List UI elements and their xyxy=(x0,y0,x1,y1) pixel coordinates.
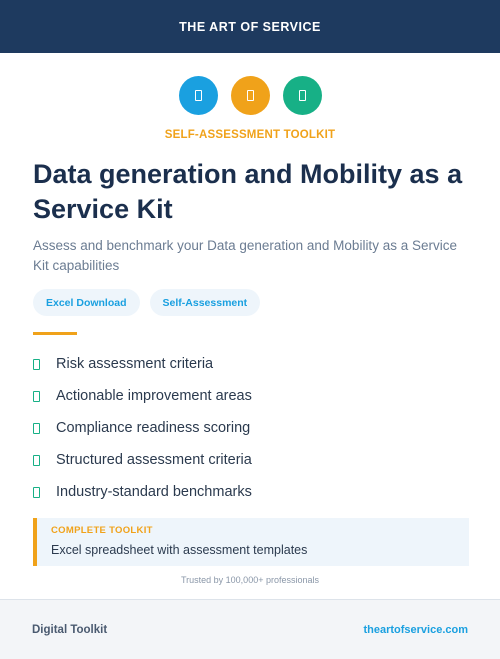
check-icon xyxy=(33,454,40,466)
check-icon xyxy=(33,422,40,434)
top-header: THE ART OF SERVICE xyxy=(0,0,500,53)
feature-label: Actionable improvement areas xyxy=(56,388,252,404)
page-title: Data generation and Mobility as a Servic… xyxy=(33,159,463,224)
feature-label: Risk assessment criteria xyxy=(56,356,214,372)
feature-item: Structured assessment criteria xyxy=(33,444,252,476)
feature-label: Compliance readiness scoring xyxy=(56,420,251,436)
feature-item: Industry-standard benchmarks xyxy=(33,476,252,508)
icon-row xyxy=(0,76,500,115)
callout-label: COMPLETE TOOLKIT xyxy=(51,525,153,536)
tag-list: Excel Download Self-Assessment xyxy=(33,289,261,316)
toolkit-callout: COMPLETE TOOLKIT Excel spreadsheet with … xyxy=(33,518,469,566)
check-icon xyxy=(33,358,40,370)
document-icon xyxy=(178,76,218,115)
website-link[interactable]: theartofservice.com xyxy=(363,623,468,636)
document-icon xyxy=(282,76,322,115)
feature-label: Industry-standard benchmarks xyxy=(56,484,252,500)
tag-excel-download: Excel Download xyxy=(33,289,140,316)
trust-statement: Trusted by 100,000+ professionals xyxy=(180,575,319,585)
feature-list: Risk assessment criteria Actionable impr… xyxy=(33,348,252,508)
footer-label: Digital Toolkit xyxy=(32,623,108,636)
feature-label: Structured assessment criteria xyxy=(56,452,252,468)
kicker-label: SELF-ASSESSMENT TOOLKIT xyxy=(164,129,336,141)
tag-self-assessment: Self-Assessment xyxy=(149,289,261,316)
check-icon xyxy=(33,486,40,498)
footer: Digital Toolkit theartofservice.com xyxy=(0,599,500,659)
feature-item: Risk assessment criteria xyxy=(33,348,252,380)
document-icon xyxy=(230,76,270,115)
callout-text: Excel spreadsheet with assessment templa… xyxy=(51,543,308,557)
check-icon xyxy=(33,390,40,402)
subtitle: Assess and benchmark your Data generatio… xyxy=(33,238,457,273)
feature-item: Actionable improvement areas xyxy=(33,380,252,412)
brand-name: THE ART OF SERVICE xyxy=(179,19,321,34)
feature-item: Compliance readiness scoring xyxy=(33,412,252,444)
accent-divider xyxy=(33,332,77,335)
